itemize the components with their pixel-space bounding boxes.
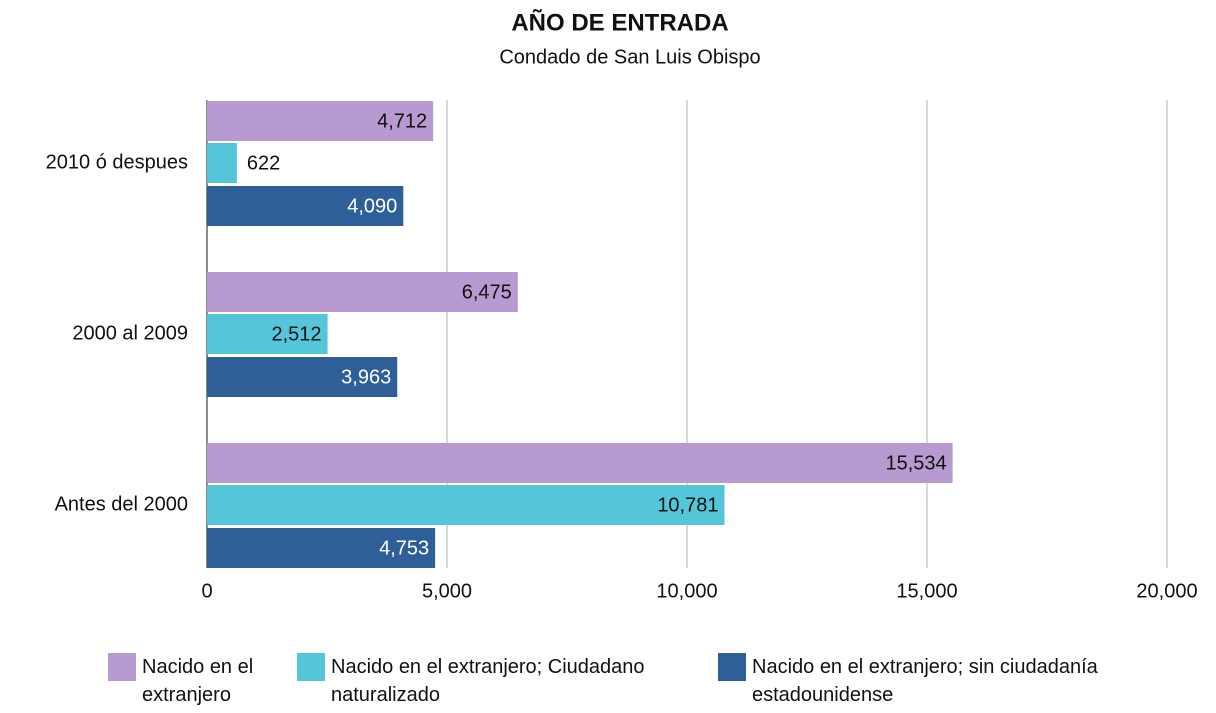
data-label: 6,475 [462,281,512,303]
x-tick-label: 20,000 [1136,580,1197,602]
legend-item: Nacido en el extranjero; Ciudadano natur… [297,653,661,709]
bar [207,186,404,226]
x-tick-label: 0 [201,580,212,602]
legend-label: Nacido en el extranjero; Ciudadano natur… [331,656,645,706]
data-label: 3,963 [341,366,391,388]
bar [207,314,328,354]
x-tick-label: 15,000 [896,580,957,602]
data-label: 4,090 [347,195,397,217]
legend-item: Nacido en el extranjero [108,653,292,709]
y-tick-label: 2000 al 2009 [72,322,188,344]
x-tick-label: 10,000 [656,580,717,602]
bar [207,485,725,525]
legend-item: Nacido en el extranjero; sin ciudadanía … [718,653,1132,709]
data-label: 4,753 [379,537,429,559]
legend-swatch [108,653,136,681]
data-label: 4,712 [377,110,427,132]
bar [207,443,953,483]
bar [207,143,237,183]
bar [207,357,398,397]
chart-subtitle: Condado de San Luis Obispo [499,46,760,68]
data-label: 622 [247,152,280,174]
bar [207,101,434,141]
legend: Nacido en el extranjero Nacido en el extr… [108,653,1208,709]
legend-swatch [718,653,746,681]
legend-swatch [297,653,325,681]
chart-title: AÑO DE ENTRADA [511,8,728,36]
x-tick-label: 5,000 [422,580,472,602]
legend-label: Nacido en el extranjero [142,656,254,706]
data-label: 2,512 [272,323,322,345]
y-tick-label: Antes del 2000 [55,493,188,515]
data-label: 10,781 [657,494,718,516]
bar [207,528,436,568]
legend-label: Nacido en el extranjero; sin ciudadanía … [752,656,1098,706]
y-tick-label: 2010 ó despues [46,151,188,173]
data-label: 15,534 [885,452,946,474]
bar [207,272,518,312]
